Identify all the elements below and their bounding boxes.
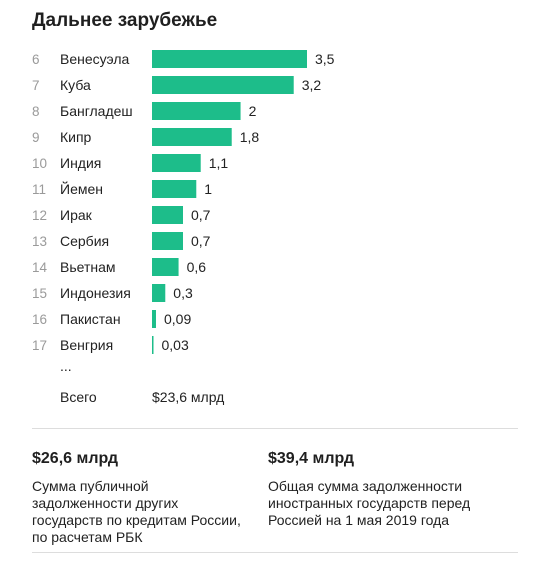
- rank-label: 9: [32, 130, 40, 145]
- total-value: $23,6 млрд: [152, 389, 224, 405]
- category-label: Йемен: [60, 180, 103, 197]
- bar: [152, 102, 241, 120]
- value-label: 1,1: [209, 155, 229, 171]
- rank-label: 15: [32, 286, 47, 301]
- summary-total-debt-value: $39,4 млрд: [268, 450, 355, 467]
- category-label: Кипр: [60, 129, 92, 145]
- rank-label: 7: [32, 78, 40, 93]
- category-label: Ирак: [60, 207, 93, 223]
- rank-label: 17: [32, 338, 47, 353]
- rank-label: 14: [32, 260, 48, 275]
- summary-public-debt-caption: Сумма публичной задолженности других гос…: [32, 478, 241, 545]
- rank-label: 6: [32, 52, 40, 67]
- bar: [152, 258, 179, 276]
- category-label: Индонезия: [60, 285, 131, 301]
- ellipsis: ...: [60, 358, 72, 374]
- summary-total-debt-caption: Общая сумма задолженности иностранных го…: [268, 478, 471, 528]
- bar: [152, 154, 201, 172]
- bar: [152, 50, 307, 68]
- rank-label: 16: [32, 312, 47, 327]
- bar: [152, 232, 183, 250]
- rank-label: 10: [32, 156, 47, 171]
- category-label: Бангладеш: [60, 103, 133, 119]
- value-label: 0,03: [162, 337, 189, 353]
- rank-label: 13: [32, 234, 47, 249]
- category-label: Пакистан: [60, 311, 121, 327]
- value-label: 0,6: [187, 259, 207, 275]
- value-label: 1: [204, 181, 212, 197]
- category-label: Венгрия: [60, 337, 113, 353]
- bar: [152, 284, 166, 302]
- value-label: 2: [249, 103, 257, 119]
- category-label: Венесуэла: [60, 51, 129, 67]
- value-label: 1,8: [240, 129, 260, 145]
- value-label: 0,7: [191, 233, 211, 249]
- bar: [152, 76, 294, 94]
- value-label: 3,5: [315, 51, 335, 67]
- total-label: Всего: [60, 389, 97, 405]
- rank-label: 8: [32, 104, 40, 119]
- bar: [152, 180, 197, 198]
- bar-chart: 6 Венесуэла 3,5 7 Куба 3,2 8 Бангладеш 2 9 Кипр 1,8…: [32, 50, 335, 405]
- value-label: 3,2: [302, 77, 322, 93]
- bar: [152, 310, 156, 328]
- divider-top: [32, 428, 518, 429]
- rank-label: 12: [32, 208, 47, 223]
- summary-total-debt: $39,4 млрд Общая сумма задолженности ино…: [268, 450, 478, 529]
- value-label: 0,7: [191, 207, 211, 223]
- summary-public-debt: $26,6 млрд Сумма публичной задолженности…: [32, 450, 242, 546]
- category-label: Индия: [60, 155, 101, 171]
- category-label: Сербия: [60, 233, 109, 249]
- category-label: Вьетнам: [60, 259, 116, 275]
- value-label: 0,09: [164, 311, 191, 327]
- bar: [152, 336, 154, 354]
- summary-public-debt-value: $26,6 млрд: [32, 450, 119, 467]
- rank-label: 11: [32, 182, 46, 197]
- category-label: Куба: [60, 77, 91, 93]
- value-label: 0,3: [173, 285, 193, 301]
- bar: [152, 128, 232, 146]
- divider-bottom: [32, 552, 518, 553]
- chart-title: Дальнее зарубежье: [32, 10, 218, 31]
- bar: [152, 206, 183, 224]
